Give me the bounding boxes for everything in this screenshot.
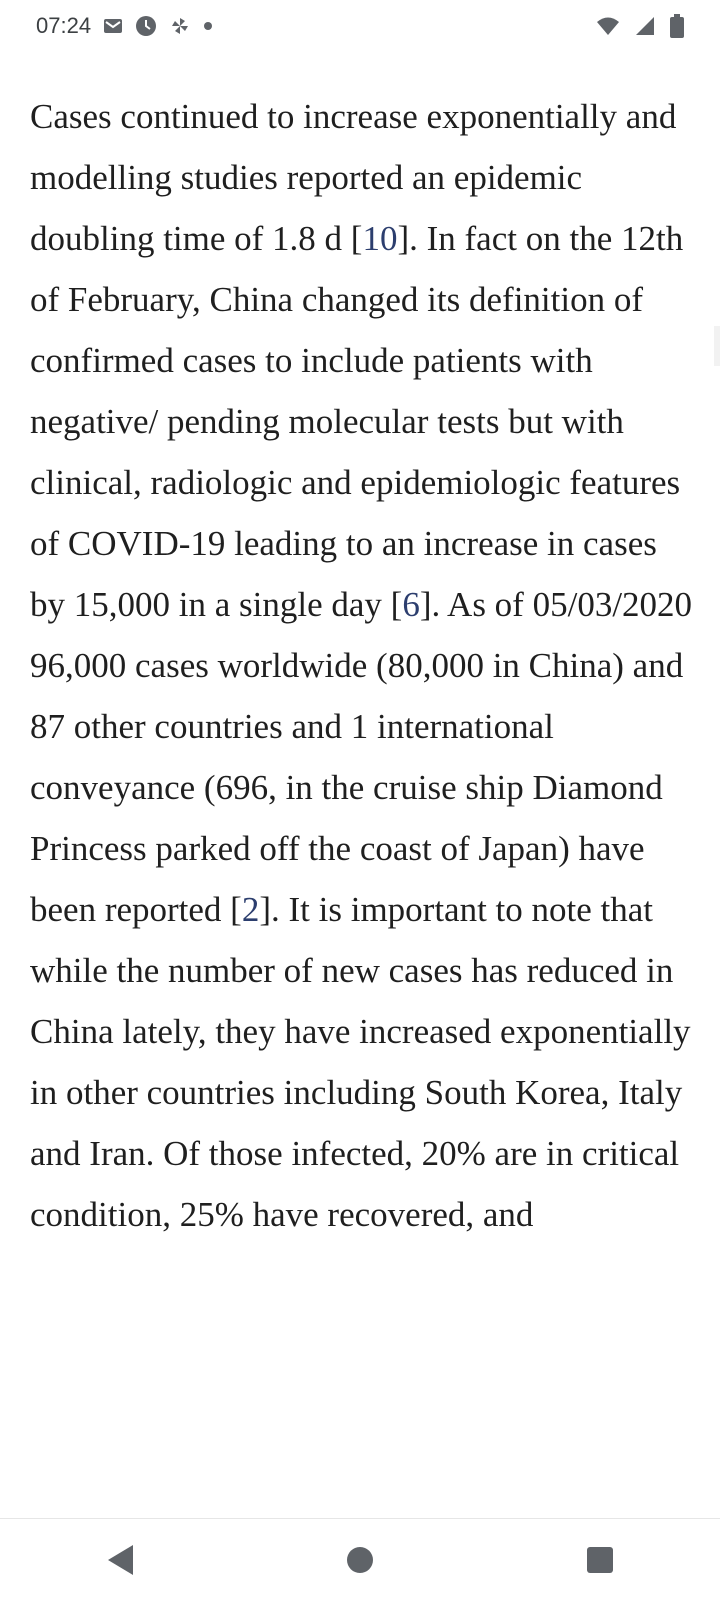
mail-icon xyxy=(103,18,123,34)
signal-icon xyxy=(634,15,656,37)
home-button[interactable] xyxy=(330,1530,390,1590)
reference-link[interactable]: 6 xyxy=(402,585,420,624)
back-button[interactable] xyxy=(90,1530,150,1590)
pinwheel-icon xyxy=(169,15,191,37)
status-left: 07:24 xyxy=(36,13,213,39)
status-right xyxy=(596,14,684,38)
clock-badge-icon xyxy=(135,15,157,37)
article-paragraph: Cases continued to increase exponentiall… xyxy=(30,86,694,1245)
back-icon xyxy=(108,1544,133,1575)
paragraph-text: Cases continued to increase exponentiall… xyxy=(30,97,677,258)
status-time: 07:24 xyxy=(36,13,92,38)
navigation-bar xyxy=(0,1518,720,1600)
paragraph-text: ]. As of 05/03/2020 96,000 cases worldwi… xyxy=(30,585,693,929)
recents-icon xyxy=(587,1546,613,1573)
article-body: Cases continued to increase exponentiall… xyxy=(30,86,694,1518)
paragraph-text: ]. It is important to note that while th… xyxy=(30,890,691,1234)
scroll-indicator xyxy=(714,326,720,366)
wifi-icon xyxy=(596,16,620,36)
reference-link[interactable]: 2 xyxy=(241,890,260,929)
home-icon xyxy=(347,1546,373,1573)
battery-icon xyxy=(670,14,684,38)
dot-icon xyxy=(203,21,213,31)
status-bar: 07:24 xyxy=(0,0,720,52)
paragraph-text: ]. In fact on the 12th of February, Chin… xyxy=(30,219,684,624)
reference-link[interactable]: 10 xyxy=(362,219,398,258)
recents-button[interactable] xyxy=(570,1530,630,1590)
